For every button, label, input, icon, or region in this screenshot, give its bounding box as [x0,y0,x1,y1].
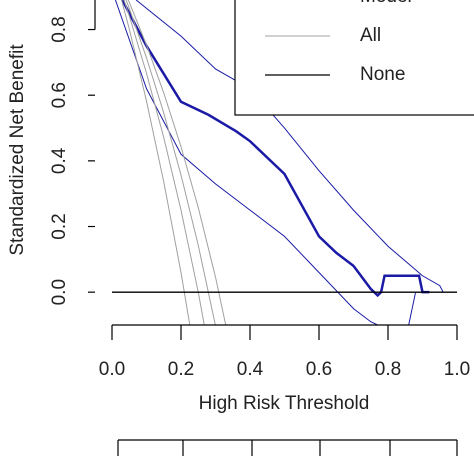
y-tick-label: 0.0 [49,279,70,305]
secondary-axis [117,439,458,456]
legend-label: All [360,25,381,46]
legend-box [234,0,474,116]
y-tick-label: 0.4 [49,147,70,174]
x-tick-label: 0.0 [99,359,125,380]
x-tick-label: 1.0 [444,359,470,380]
legend-label: None [360,64,405,85]
y-axis-title: Standardized Net Benefit [7,44,28,256]
series-line [121,0,191,325]
x-axis-title: High Risk Threshold [199,393,370,414]
y-tick-label: 0.8 [49,16,70,42]
series-line [127,0,227,325]
series-line [121,0,430,298]
x-tick-label: 0.2 [168,359,194,380]
series-line [123,0,205,325]
x-tick-label: 0.4 [237,359,264,380]
x-tick-label: 0.6 [306,359,332,380]
series-line [114,0,417,325]
series-line [135,0,444,293]
legend-label: Model [360,0,412,7]
x-tick-label: 0.8 [375,359,401,380]
y-tick-label: 0.6 [49,82,70,108]
y-tick-label: 0.2 [49,213,70,239]
series-line [125,0,216,325]
